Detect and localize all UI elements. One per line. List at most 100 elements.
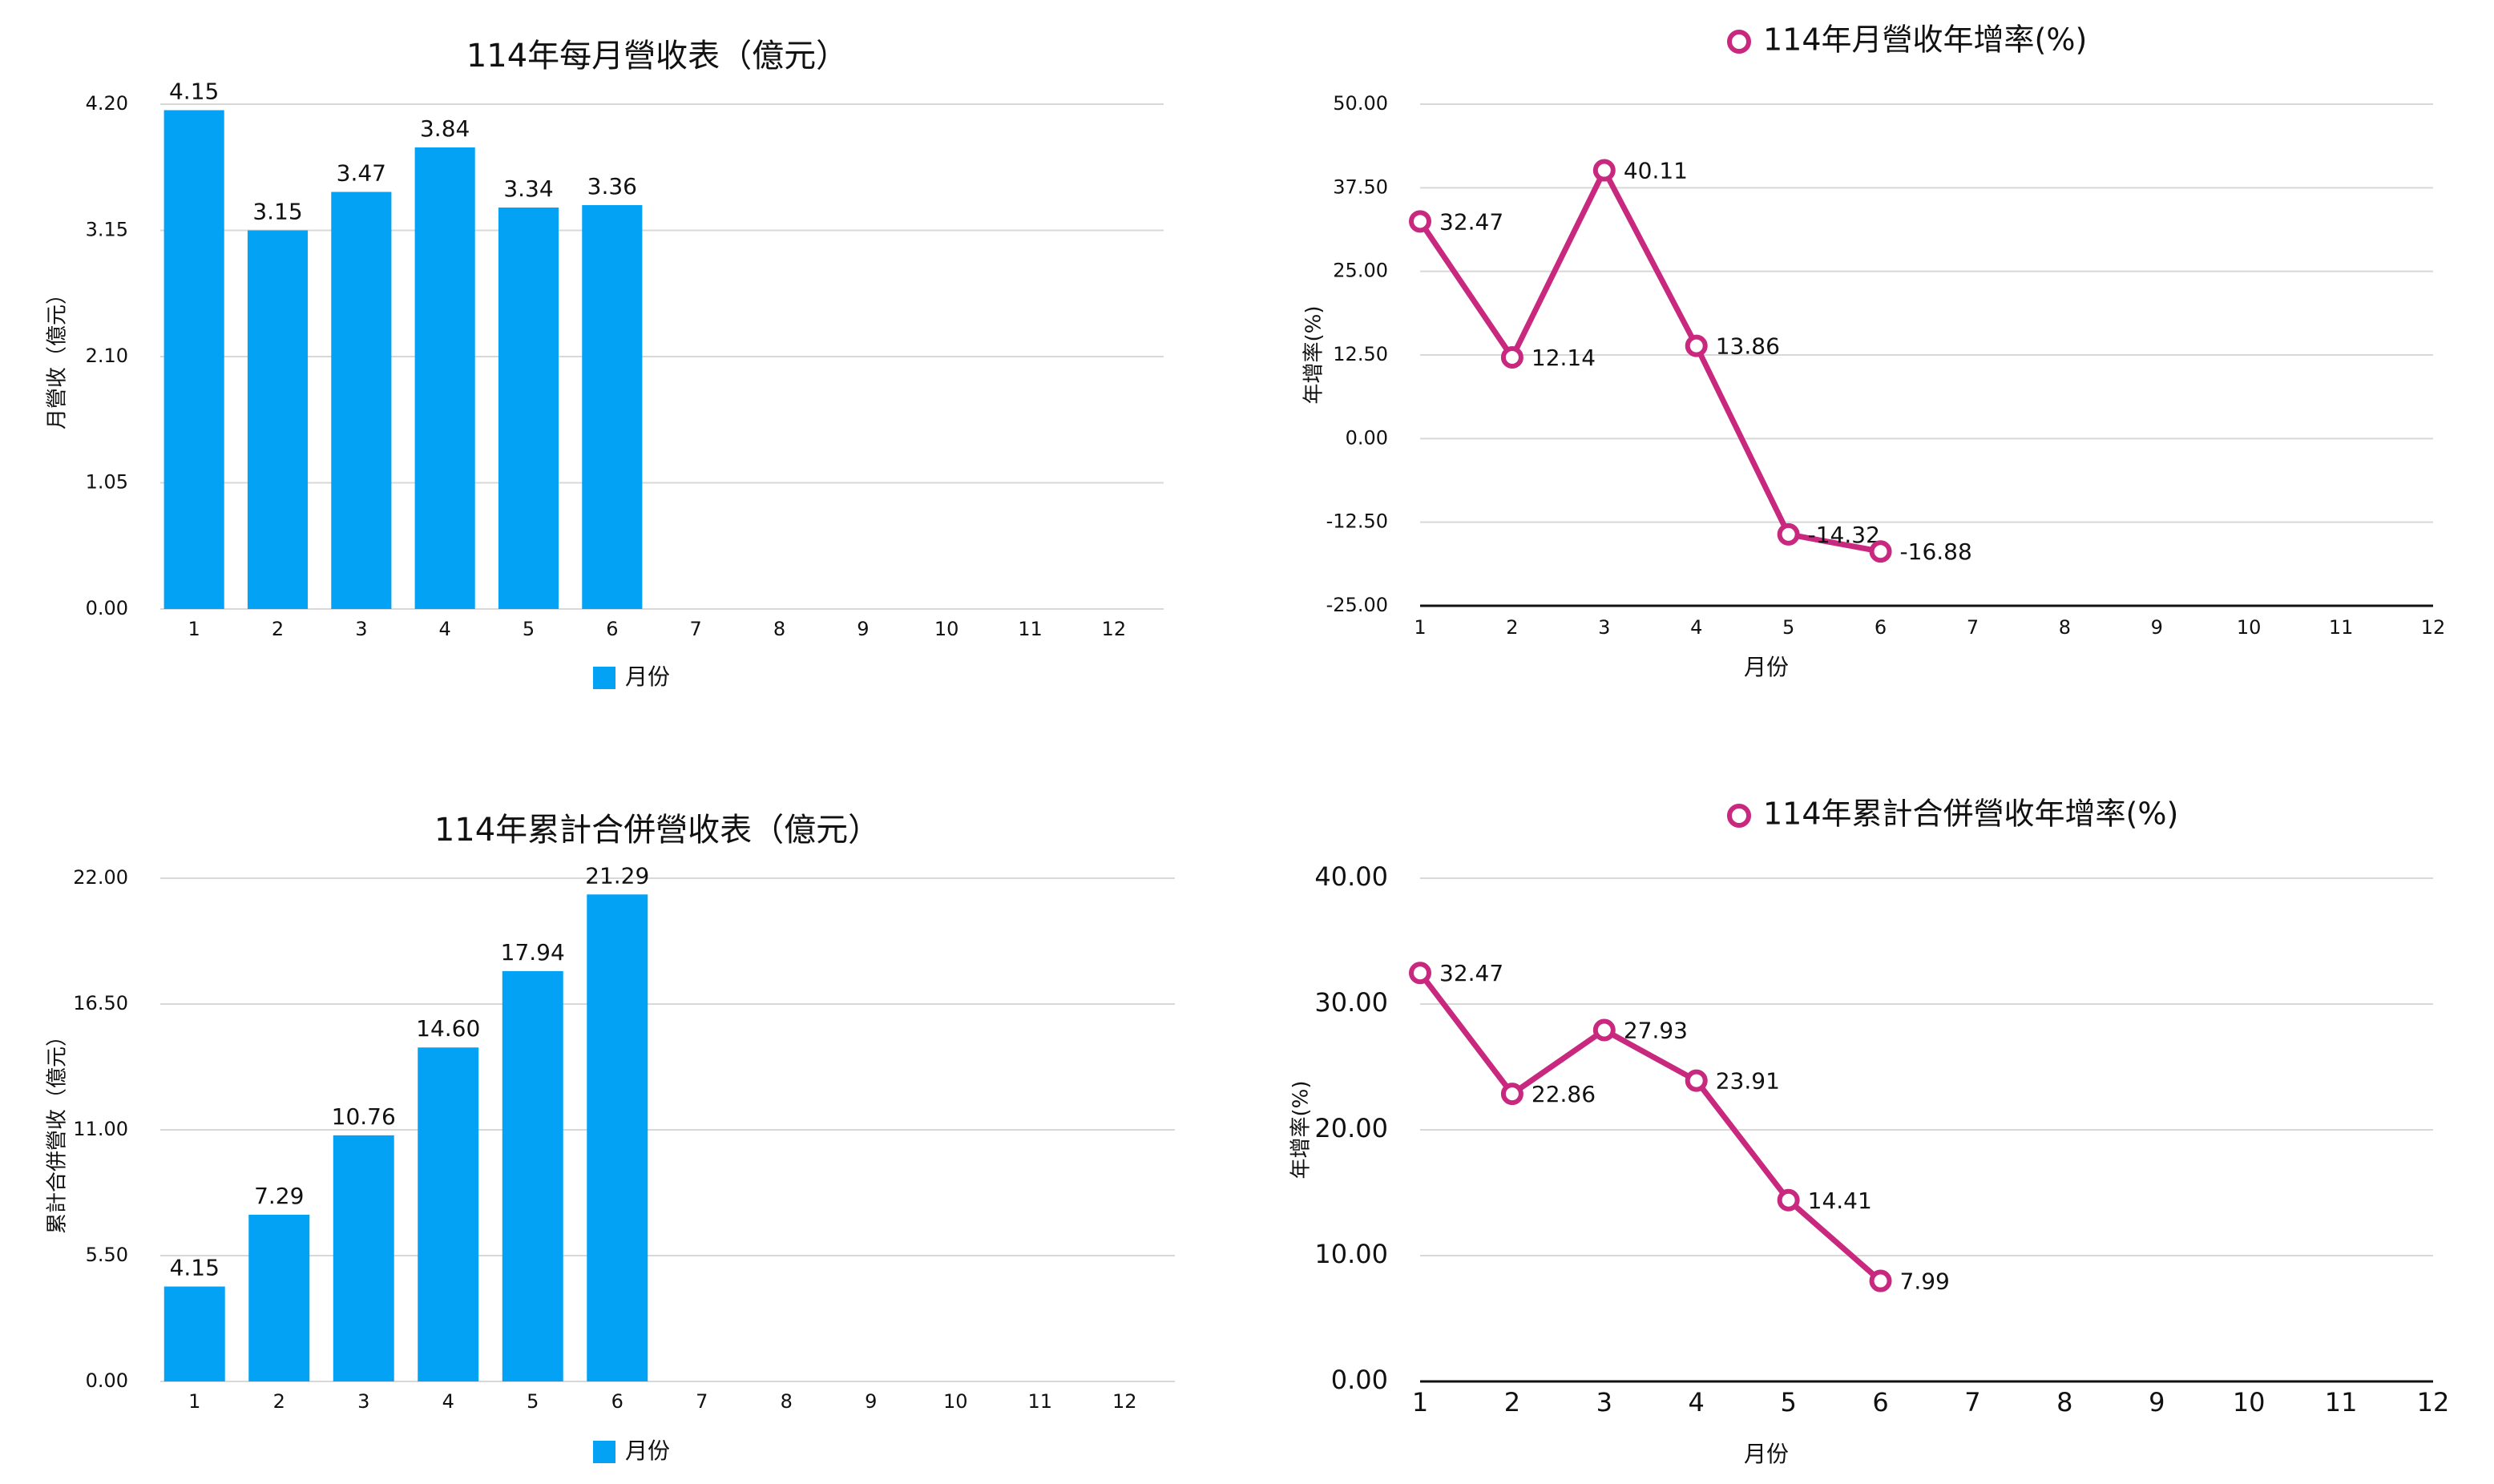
legend-marker xyxy=(1727,804,1751,828)
x-tick-label: 5 xyxy=(527,1390,539,1413)
y-tick-label: 0.00 xyxy=(86,1369,128,1392)
marker xyxy=(1777,522,1800,546)
legend-label: 月份 xyxy=(625,663,670,690)
data-label: 21.29 xyxy=(585,862,649,889)
legend-label: 月份 xyxy=(625,1438,670,1464)
x-tick-label: 4 xyxy=(439,618,451,640)
x-tick-label: 7 xyxy=(696,1390,708,1413)
data-label: 27.93 xyxy=(1624,1017,1688,1043)
marker xyxy=(1409,210,1431,233)
x-tick-label: 1 xyxy=(1412,1387,1428,1417)
x-tick-label: 10 xyxy=(2237,616,2262,639)
data-label: 22.86 xyxy=(1532,1081,1596,1107)
marker xyxy=(1500,1083,1523,1106)
x-axis-label: 月份 xyxy=(1744,654,1789,680)
y-tick-label: 0.00 xyxy=(1346,426,1388,449)
y-axis-label: 年增率(%) xyxy=(1302,306,1326,405)
x-tick-label: 12 xyxy=(2417,1387,2450,1417)
x-tick-label: 11 xyxy=(2325,1387,2358,1417)
bar xyxy=(502,970,563,1381)
x-tick-label: 2 xyxy=(1506,616,1518,639)
x-tick-label: 10 xyxy=(934,618,959,640)
x-tick-label: 3 xyxy=(357,1390,369,1413)
x-tick-label: 5 xyxy=(523,618,535,640)
bar xyxy=(587,894,648,1381)
marker xyxy=(1592,1018,1616,1042)
y-tick-label: 30.00 xyxy=(1314,987,1388,1018)
data-label: 32.47 xyxy=(1439,960,1503,986)
y-axis-label: 累計合併營收（億元） xyxy=(46,1026,70,1234)
x-tick-label: 6 xyxy=(606,618,618,640)
bar xyxy=(498,208,559,609)
y-tick-label: -25.00 xyxy=(1326,594,1388,616)
y-tick-label: 16.50 xyxy=(73,992,128,1014)
bar xyxy=(247,230,309,609)
data-label: 3.47 xyxy=(337,160,386,187)
x-tick-label: 7 xyxy=(1967,616,1979,639)
x-tick-label: 4 xyxy=(442,1390,454,1413)
data-label: 3.34 xyxy=(503,175,553,202)
x-tick-label: 5 xyxy=(1780,1387,1796,1417)
x-tick-label: 12 xyxy=(1112,1390,1137,1413)
y-tick-label: 40.00 xyxy=(1314,861,1388,892)
x-tick-label: 8 xyxy=(2059,616,2071,639)
x-tick-label: 5 xyxy=(1782,616,1794,639)
x-tick-label: 6 xyxy=(1875,616,1887,639)
data-label: 7.99 xyxy=(1900,1268,1950,1295)
x-tick-label: 4 xyxy=(1689,1387,1705,1417)
bar xyxy=(163,1286,225,1381)
x-tick-label: 2 xyxy=(272,618,284,640)
y-tick-label: 0.00 xyxy=(86,597,128,619)
y-tick-label: 22.00 xyxy=(73,866,128,889)
data-label: 40.11 xyxy=(1624,158,1688,184)
x-tick-label: 10 xyxy=(943,1390,968,1413)
y-tick-label: 5.50 xyxy=(86,1244,128,1266)
bar xyxy=(582,205,643,609)
data-label: 10.76 xyxy=(332,1103,396,1130)
y-tick-label: 11.00 xyxy=(73,1118,128,1140)
x-tick-label: 4 xyxy=(1690,616,1702,639)
marker xyxy=(1685,334,1708,357)
x-tick-label: 8 xyxy=(773,618,785,640)
legend-swatch xyxy=(593,1441,615,1463)
data-label: 3.84 xyxy=(420,115,470,142)
y-tick-label: 37.50 xyxy=(1333,175,1388,198)
data-label: 14.60 xyxy=(416,1015,480,1042)
x-tick-label: 12 xyxy=(2421,616,2446,639)
y-tick-label: 0.00 xyxy=(1331,1365,1388,1395)
y-tick-label: -12.50 xyxy=(1326,510,1388,533)
data-label: 32.47 xyxy=(1439,208,1503,235)
y-tick-label: 3.15 xyxy=(86,219,128,241)
bar xyxy=(331,192,392,609)
x-tick-label: 2 xyxy=(1504,1387,1520,1417)
x-tick-label: 6 xyxy=(611,1390,624,1413)
x-tick-label: 8 xyxy=(2056,1387,2072,1417)
data-label: 4.15 xyxy=(170,1255,220,1281)
y-tick-label: 2.10 xyxy=(86,345,128,367)
data-label: 3.36 xyxy=(587,173,637,200)
x-tick-label: 2 xyxy=(273,1390,285,1413)
chart-title: 114年累計合併營收表（億元） xyxy=(434,812,880,849)
marker xyxy=(1685,1069,1708,1092)
y-axis-label: 月營收（億元） xyxy=(46,284,70,429)
x-tick-label: 9 xyxy=(865,1390,877,1413)
x-tick-label: 8 xyxy=(781,1390,793,1413)
bar xyxy=(418,1047,479,1381)
y-tick-label: 12.50 xyxy=(1333,343,1388,365)
chart-title: 114年每月營收表（億元） xyxy=(466,38,848,75)
legend-marker xyxy=(1727,30,1751,54)
marker xyxy=(1500,346,1523,369)
data-label: 13.86 xyxy=(1716,333,1780,360)
legend-label: 114年月營收年增率(%) xyxy=(1763,22,2087,58)
line xyxy=(1418,167,1882,554)
marker xyxy=(1592,159,1616,182)
y-tick-label: 25.00 xyxy=(1333,260,1388,282)
y-axis-label: 年增率(%) xyxy=(1289,1081,1314,1180)
x-tick-label: 9 xyxy=(857,618,869,640)
bar xyxy=(248,1214,310,1381)
bar xyxy=(414,147,475,609)
x-axis-label: 月份 xyxy=(1744,1441,1789,1467)
y-tick-label: 4.20 xyxy=(86,92,128,115)
line xyxy=(1418,971,1883,1284)
